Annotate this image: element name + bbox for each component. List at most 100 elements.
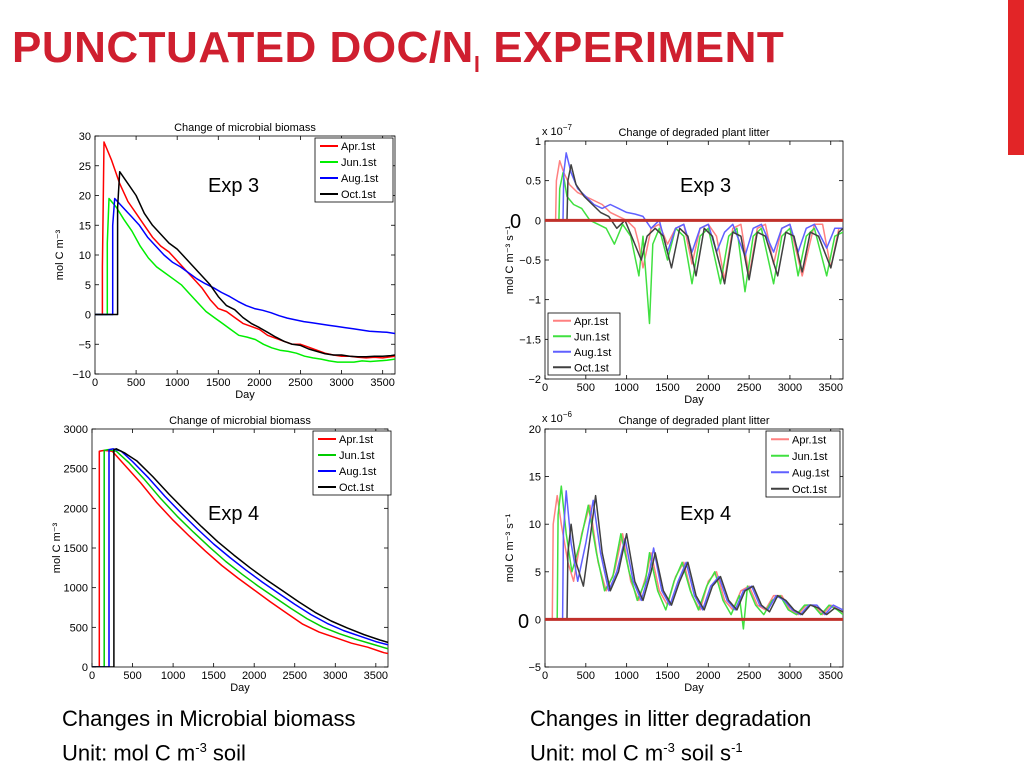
series-group	[545, 152, 843, 325]
slide-title: PUNCTUATED DOC/Nl EXPERIMENT	[12, 22, 784, 91]
series-group	[92, 448, 388, 667]
caption-right-unit-mid: soil s	[674, 740, 732, 766]
caption-right: Changes in litter degradation Unit: mol …	[530, 704, 811, 767]
x-tick-label: 1000	[614, 670, 638, 682]
caption-left-unit-exp: -3	[195, 740, 207, 755]
caption-left-line2: Unit: mol C m-3 soil	[62, 733, 355, 767]
title-end: EXPERIMENT	[480, 23, 785, 72]
y-tick-label: 1500	[64, 543, 88, 555]
x-axis-label: Day	[684, 394, 704, 406]
legend-label-oct-1st: Oct.1st	[341, 189, 376, 201]
x-tick-label: 1000	[165, 377, 189, 389]
x-tick-label: 2000	[696, 382, 720, 394]
legend-label-oct-1st: Oct.1st	[574, 362, 609, 374]
x-tick-label: 2500	[288, 377, 312, 389]
series-group	[95, 141, 395, 363]
y-tick-label: 2500	[64, 464, 88, 476]
title-subscript: l	[473, 51, 481, 77]
zero-label: 0	[518, 611, 529, 633]
x-tick-label: 1000	[161, 670, 185, 682]
y-tick-label: 15	[529, 472, 541, 484]
legend-label-aug-1st: Aug.1st	[341, 173, 378, 185]
caption-left: Changes in Microbial biomass Unit: mol C…	[62, 704, 355, 767]
x-tick-label: 1500	[655, 382, 679, 394]
legend-box	[314, 137, 394, 203]
y-axis-label: mol C m⁻³ s⁻¹	[504, 513, 516, 582]
caption-left-line1: Changes in Microbial biomass	[62, 706, 356, 731]
legend-label-oct-1st: Oct.1st	[339, 482, 374, 494]
x-tick-label: 500	[577, 670, 595, 682]
x-tick-label: 2500	[737, 670, 761, 682]
y-tick-label: 500	[70, 622, 88, 634]
chart-litter-degradation-exp4: Change of degraded plant litter 0 500 1000 1…	[504, 410, 844, 694]
series-line-jun-1st	[545, 485, 843, 630]
y-tick-label: −0.5	[519, 255, 541, 267]
caption-left-unit: Unit: mol C m	[62, 740, 196, 766]
x-tick-label: 3000	[323, 670, 347, 682]
series-line-jun-1st	[92, 448, 388, 667]
chart-title: Change of degraded plant litter	[618, 415, 769, 427]
caption-left-unit-end: soil	[206, 740, 246, 766]
legend-label-apr-1st: Apr.1st	[792, 434, 826, 446]
y-tick-label: 1000	[64, 583, 88, 595]
legend-label-oct-1st: Oct.1st	[792, 484, 827, 496]
exponent-power: −6	[563, 410, 573, 419]
x-tick-label: 1500	[201, 670, 225, 682]
x-tick-label: 0	[92, 377, 98, 389]
chart-litter-degradation-exp3: Change of degraded plant litter 0 500 1000 1…	[504, 123, 844, 406]
x-axis-label: Day	[235, 389, 255, 401]
series-line-oct-1st	[545, 164, 843, 285]
y-tick-label: 25	[79, 161, 91, 173]
y-tick-label: 1	[535, 136, 541, 148]
exp-annotation: Exp 4	[208, 503, 259, 525]
x-tick-label: 3500	[364, 670, 388, 682]
series-line-aug-1st	[545, 152, 843, 257]
y-axis-label: mol C m⁻³	[51, 522, 63, 573]
legend-box	[547, 312, 621, 376]
x-tick-label: 2500	[282, 670, 306, 682]
legend-label-apr-1st: Apr.1st	[574, 316, 608, 328]
legend-label-aug-1st: Aug.1st	[792, 467, 829, 479]
accent-bar	[1008, 0, 1024, 155]
x-tick-label: 500	[127, 377, 145, 389]
x-tick-label: 0	[89, 670, 95, 682]
y-tick-label: −2	[528, 374, 541, 386]
chart-title: Change of degraded plant litter	[618, 127, 769, 139]
series-line-aug-1st	[95, 197, 395, 335]
exponent-base: x 10	[542, 126, 563, 138]
y-tick-label: 0	[535, 215, 541, 227]
x-tick-label: 2500	[737, 382, 761, 394]
y-tick-label: −5	[78, 339, 91, 351]
exp-annotation: Exp 3	[208, 175, 259, 197]
exponent-power: −7	[563, 123, 573, 132]
legend-label-jun-1st: Jun.1st	[341, 157, 376, 169]
y-tick-label: 20	[79, 191, 91, 203]
title-main: PUNCTUATED DOC/N	[12, 23, 474, 72]
series-line-oct-1st	[92, 448, 388, 667]
x-axis-label: Day	[684, 682, 704, 694]
x-tick-label: 2000	[242, 670, 266, 682]
x-tick-label: 2000	[247, 377, 271, 389]
y-tick-label: −10	[72, 369, 91, 381]
caption-right-line2: Unit: mol C m-3 soil s-1	[530, 733, 811, 767]
legend-label-apr-1st: Apr.1st	[341, 141, 375, 153]
y-tick-label: −1.5	[519, 334, 541, 346]
x-tick-label: 3000	[778, 382, 802, 394]
exponent-base: x 10	[542, 413, 563, 425]
caption-right-line1: Changes in litter degradation	[530, 706, 812, 731]
caption-right-unit-exp1: -3	[663, 740, 675, 755]
exp-annotation: Exp 4	[680, 503, 731, 525]
y-tick-label: 0	[85, 310, 91, 322]
y-tick-label: 5	[85, 280, 91, 292]
caption-right-unit-exp2: -1	[731, 740, 743, 755]
y-tick-label: 0.5	[526, 176, 541, 188]
series-line-jun-1st	[95, 197, 395, 363]
x-tick-label: 2000	[696, 670, 720, 682]
y-axis-label: mol C m⁻³	[54, 229, 66, 280]
caption-right-unit: Unit: mol C m	[530, 740, 664, 766]
chart-title: Change of microbial biomass	[174, 122, 316, 134]
y-tick-label: 10	[529, 519, 541, 531]
x-tick-label: 3000	[329, 377, 353, 389]
zero-label: 0	[510, 211, 521, 233]
chart-title: Change of microbial biomass	[169, 415, 311, 427]
